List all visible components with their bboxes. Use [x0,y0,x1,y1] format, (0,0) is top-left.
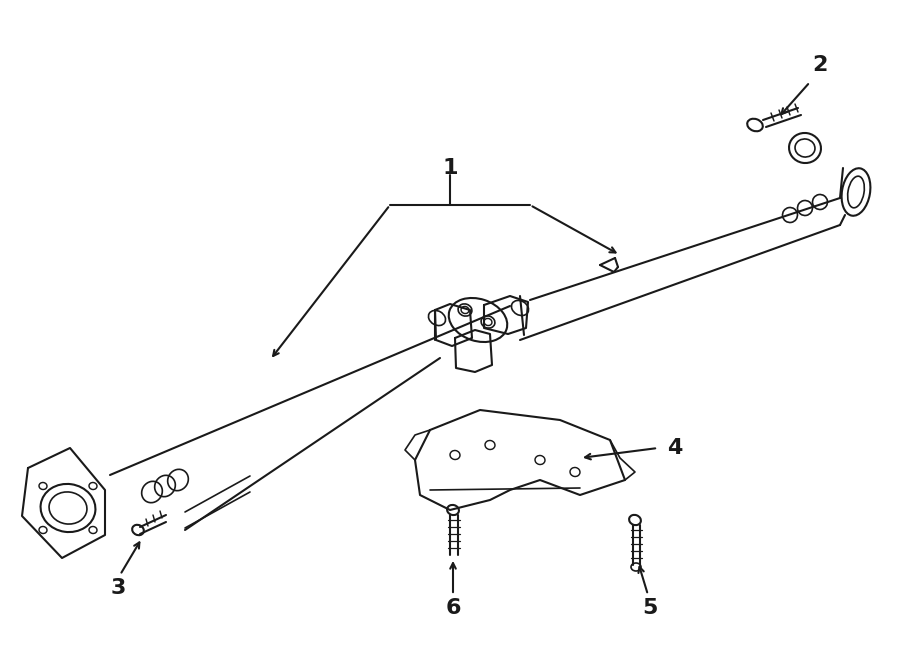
Text: 1: 1 [442,158,458,178]
Text: 4: 4 [667,438,683,458]
Text: 5: 5 [643,598,658,618]
Text: 3: 3 [111,578,126,598]
Text: 6: 6 [446,598,461,618]
Text: 2: 2 [813,55,828,75]
